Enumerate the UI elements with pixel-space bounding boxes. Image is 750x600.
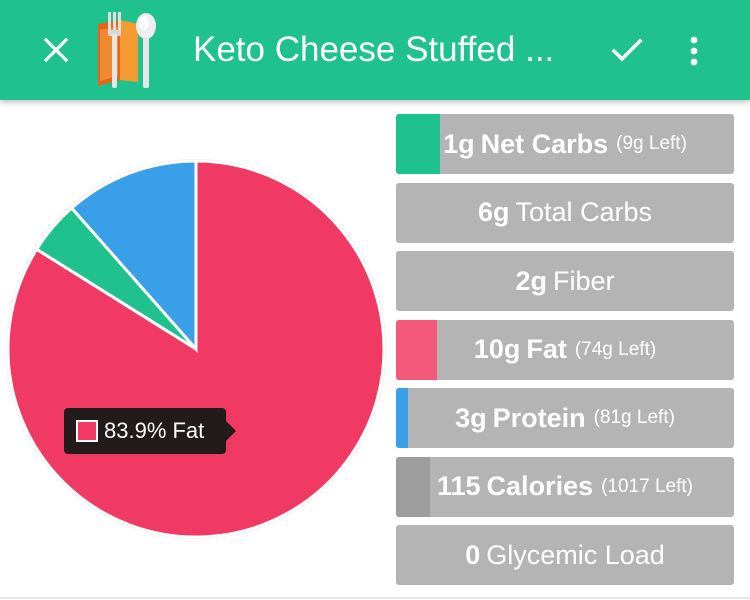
macro-name: Fat xyxy=(526,334,567,364)
macro-amount: 0 xyxy=(465,539,481,570)
macro-pie-chart[interactable] xyxy=(0,150,392,542)
divider xyxy=(0,597,750,599)
macro-amount: 3g xyxy=(455,402,487,433)
macro-amount: 6g xyxy=(477,197,510,227)
macro-amount: 10g xyxy=(473,334,521,364)
app-bar: Keto Cheese Stuffed ... xyxy=(0,0,750,100)
macro-bar-fill xyxy=(396,456,430,517)
macro-bar-glycemic-load[interactable]: 0 Glycemic Load xyxy=(396,525,734,585)
macro-remaining: (9g Left) xyxy=(616,133,687,154)
macro-bar-fiber[interactable]: 2g Fiber xyxy=(396,251,734,311)
macro-bar-total-carbs[interactable]: 6g Total Carbs xyxy=(396,182,734,243)
save-button[interactable] xyxy=(604,28,650,74)
pie-tooltip: 83.9% Fat xyxy=(64,408,236,454)
more-vert-icon xyxy=(690,36,698,66)
macro-bar-fat[interactable]: 10g Fat (74g Left) xyxy=(396,319,734,380)
macro-bar-label: 2g Fiber xyxy=(396,251,734,311)
macro-remaining: (1017 Left) xyxy=(601,475,694,497)
macro-bar-fill xyxy=(396,319,437,380)
macro-bar-fill xyxy=(396,114,440,174)
macro-bar-label: 0 Glycemic Load xyxy=(396,525,734,585)
fork-knife-spoon-logo-icon xyxy=(94,10,160,90)
close-button[interactable] xyxy=(34,28,78,72)
macro-amount: 1g xyxy=(443,128,475,159)
macro-bar-label: 6g Total Carbs xyxy=(396,183,734,243)
macro-name: Glycemic Load xyxy=(486,539,665,570)
close-icon xyxy=(43,37,69,63)
macro-name: Fiber xyxy=(553,265,615,296)
recipe-title: Keto Cheese Stuffed ... xyxy=(193,30,555,69)
macro-remaining: (81g Left) xyxy=(593,407,675,428)
macro-amount: 115 xyxy=(436,471,481,501)
macro-bar-label: 1g Net Carbs (9g Left) xyxy=(396,114,734,174)
macro-bar-calories[interactable]: 115 Calories (1017 Left) xyxy=(396,456,734,517)
macro-name: Protein xyxy=(492,402,586,433)
macro-bar-net-carbs[interactable]: 1g Net Carbs (9g Left) xyxy=(396,114,734,174)
macro-bar-fill xyxy=(396,388,408,448)
tooltip-text: 83.9% Fat xyxy=(104,418,205,443)
macro-bars: 1g Net Carbs (9g Left) 6g Total Carbs 2g Fiber… xyxy=(396,114,734,594)
tooltip-swatch xyxy=(76,420,98,442)
macro-amount: 2g xyxy=(515,265,547,296)
macro-name: Total Carbs xyxy=(515,197,653,227)
macro-name: Calories xyxy=(486,471,594,501)
macro-bar-label: 115 Calories (1017 Left) xyxy=(396,457,734,517)
macro-bar-label: 10g Fat (74g Left) xyxy=(396,320,734,380)
pie-slice-protein[interactable] xyxy=(69,159,198,353)
macro-bar-protein[interactable]: 3g Protein (81g Left) xyxy=(396,388,734,448)
check-icon xyxy=(611,38,643,62)
macro-remaining: (74g Left) xyxy=(574,338,657,360)
more-options-button[interactable] xyxy=(672,28,716,74)
macro-name: Net Carbs xyxy=(480,128,609,159)
macro-bar-label: 3g Protein (81g Left) xyxy=(396,388,734,448)
